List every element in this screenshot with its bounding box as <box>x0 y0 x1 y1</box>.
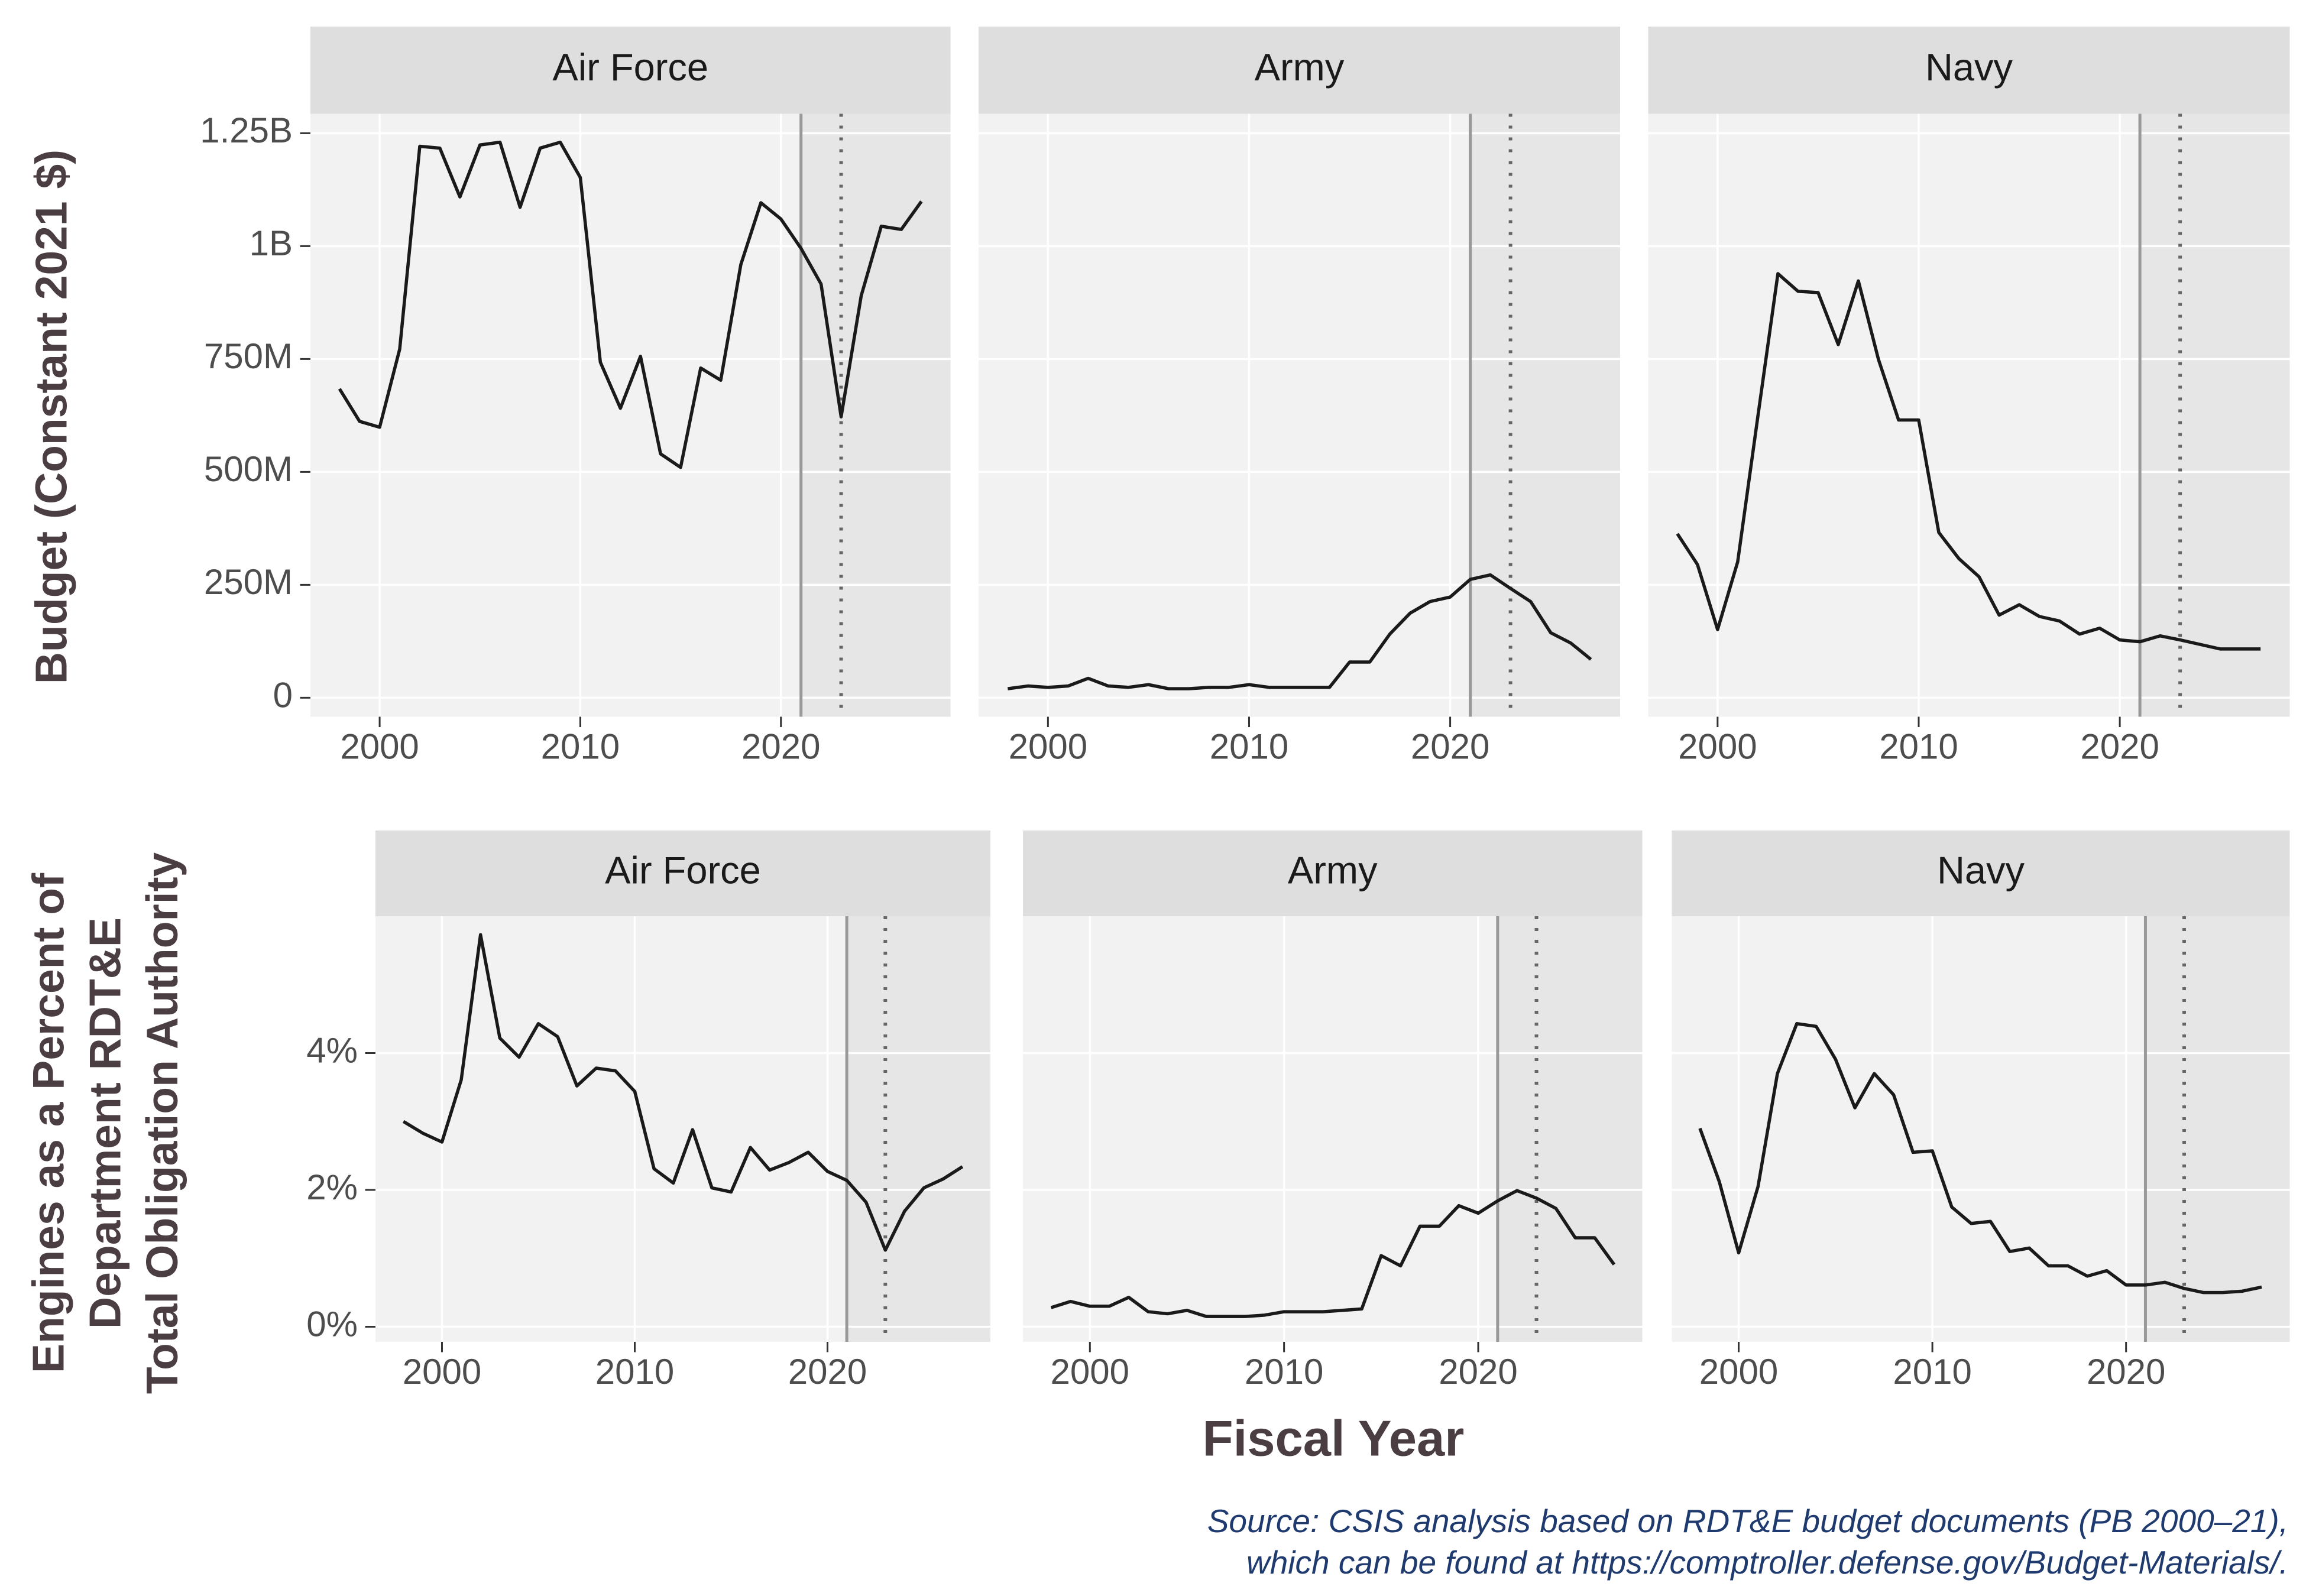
facet-title: Navy <box>1937 849 2025 892</box>
y-tick-label: 500M <box>204 449 293 489</box>
x-tick-label: 2000 <box>340 726 419 766</box>
x-tick-label: 2020 <box>2080 726 2159 766</box>
facet-title: Navy <box>1925 46 2013 89</box>
x-axis-title: Fiscal Year <box>1203 1410 1465 1467</box>
facet-strip <box>979 27 1620 114</box>
x-tick-label: 2020 <box>741 726 820 766</box>
x-tick-label: 2020 <box>788 1352 867 1391</box>
facet-title: Air Force <box>605 849 761 892</box>
data-line <box>1698 1021 2262 1295</box>
y-tick-label: 4% <box>306 1030 358 1070</box>
facet-strip <box>1648 27 2290 114</box>
projection-shade <box>1470 113 1620 717</box>
y-tick-label: 1B <box>250 223 293 263</box>
x-tick-label: 2010 <box>1245 1352 1323 1391</box>
facet-strip <box>1023 831 1643 916</box>
y-tick-label: 250M <box>204 562 293 602</box>
projection-shade <box>847 916 990 1342</box>
projection-shade <box>1497 916 1643 1342</box>
x-tick-label: 2020 <box>2087 1352 2165 1391</box>
projection-shade <box>2145 916 2290 1342</box>
y-axis-title: Engines as a Percent of <box>23 872 73 1373</box>
y-axis-title: Budget (Constant 2021 $) <box>26 150 76 684</box>
facet-title: Army <box>1288 849 1378 892</box>
facet-strip <box>1672 831 2290 916</box>
facet-strip <box>375 831 990 916</box>
x-tick-label: 2000 <box>1009 726 1087 766</box>
x-tick-label: 2020 <box>1439 1352 1517 1391</box>
y-tick-label: 2% <box>306 1167 358 1207</box>
y-tick-label: 750M <box>204 336 293 376</box>
data-line <box>338 140 923 469</box>
data-line <box>1676 272 2261 651</box>
x-tick-label: 2000 <box>1678 726 1757 766</box>
x-tick-label: 2010 <box>1893 1352 1971 1391</box>
facet-strip <box>310 27 951 114</box>
x-tick-label: 2010 <box>1210 726 1288 766</box>
y-tick-label: 1.25B <box>200 111 293 150</box>
x-tick-label: 2010 <box>541 726 620 766</box>
y-axis-title: Department RDT&E <box>80 917 130 1329</box>
data-line <box>1050 1189 1616 1318</box>
facet-title: Army <box>1255 46 1345 89</box>
data-line <box>402 933 964 1252</box>
y-tick-label: 0 <box>273 675 293 715</box>
projection-shade <box>2140 113 2290 717</box>
facet-title: Air Force <box>552 46 708 89</box>
x-tick-label: 2020 <box>1411 726 1489 766</box>
y-tick-label: 0% <box>306 1304 358 1344</box>
source-note: Source: CSIS analysis based on RDT&E bud… <box>1207 1503 2288 1539</box>
source-note: which can be found at https://comptrolle… <box>1246 1544 2288 1581</box>
y-axis-title: Total Obligation Authority <box>137 852 187 1394</box>
projection-shade <box>801 113 951 717</box>
x-tick-label: 2000 <box>403 1352 481 1391</box>
x-tick-label: 2000 <box>1699 1352 1778 1391</box>
x-tick-label: 2010 <box>1879 726 1958 766</box>
x-tick-label: 2000 <box>1051 1352 1129 1391</box>
data-line <box>1007 573 1592 690</box>
x-tick-label: 2010 <box>595 1352 674 1391</box>
